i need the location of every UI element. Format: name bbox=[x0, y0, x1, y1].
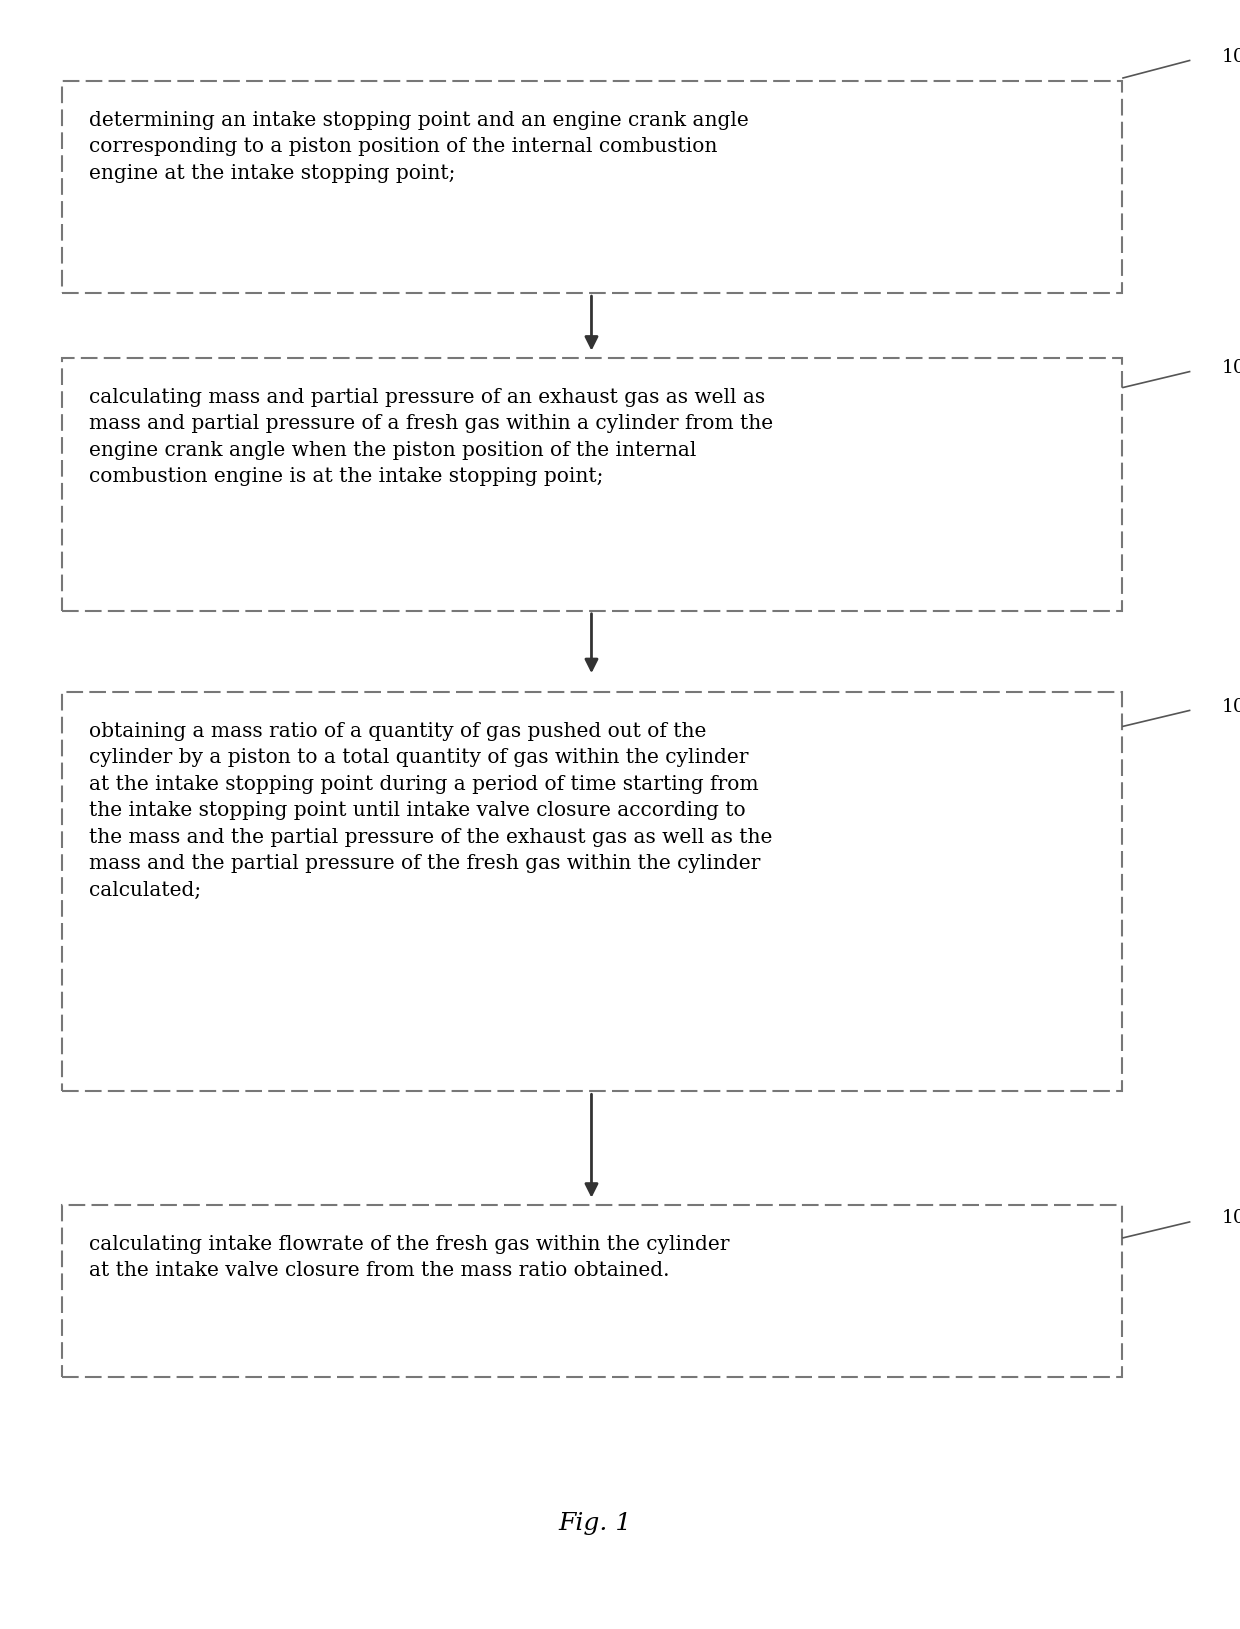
Bar bbox=[62, 692, 1122, 1091]
Text: determining an intake stopping point and an engine crank angle
corresponding to : determining an intake stopping point and… bbox=[89, 111, 749, 182]
Bar bbox=[62, 358, 1122, 611]
Text: obtaining a mass ratio of a quantity of gas pushed out of the
cylinder by a pist: obtaining a mass ratio of a quantity of … bbox=[89, 722, 773, 899]
Text: 105: 105 bbox=[1221, 697, 1240, 717]
Text: calculating intake flowrate of the fresh gas within the cylinder
at the intake v: calculating intake flowrate of the fresh… bbox=[89, 1235, 730, 1280]
Text: Fig. 1: Fig. 1 bbox=[558, 1512, 632, 1535]
Bar bbox=[62, 1205, 1122, 1377]
Text: 101: 101 bbox=[1221, 47, 1240, 67]
Text: calculating mass and partial pressure of an exhaust gas as well as
mass and part: calculating mass and partial pressure of… bbox=[89, 388, 774, 485]
Bar bbox=[62, 81, 1122, 293]
Text: 103: 103 bbox=[1221, 358, 1240, 378]
Text: 107: 107 bbox=[1221, 1209, 1240, 1228]
